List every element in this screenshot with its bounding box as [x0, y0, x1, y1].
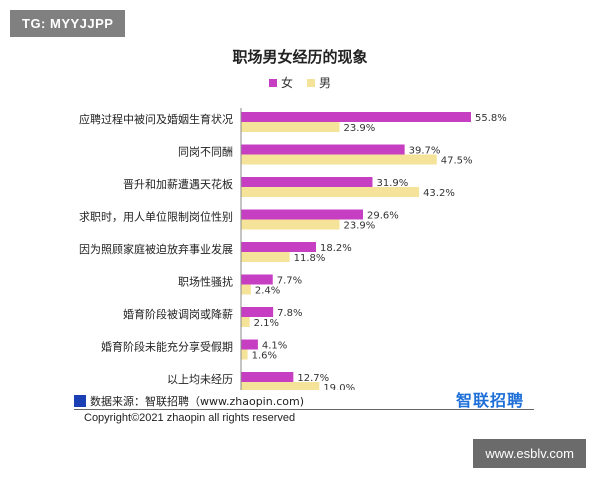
- bar-female: [241, 372, 294, 382]
- chart-title: 职场男女经历的现象: [232, 48, 368, 66]
- value-label-female: 12.7%: [297, 373, 329, 384]
- value-label-female: 29.6%: [367, 211, 399, 222]
- value-label-female: 18.2%: [320, 243, 352, 254]
- bar-male: [241, 187, 420, 197]
- category-label: 晋升和加薪遭遇天花板: [123, 177, 233, 191]
- legend-swatch-male: [307, 78, 315, 87]
- value-label-male: 23.9%: [344, 221, 376, 232]
- category-label: 求职时，用人单位限制岗位性别: [79, 210, 233, 224]
- data-source-text: 数据来源：智联招聘（www.zhaopin.com): [90, 395, 304, 408]
- value-label-female: 4.1%: [262, 341, 287, 352]
- chart-legend: 女 男: [0, 74, 600, 91]
- value-label-male: 23.9%: [344, 123, 376, 134]
- bar-female: [241, 274, 273, 285]
- watermark-tag: TG: MYYJJPP: [10, 10, 126, 37]
- bar-male: [241, 154, 437, 165]
- value-label-female: 7.7%: [277, 276, 302, 287]
- bar-male: [241, 284, 251, 295]
- value-label-female: 39.7%: [409, 146, 441, 157]
- watermark-site: www.esblv.com: [473, 439, 586, 468]
- legend-label-male: 男: [319, 76, 332, 90]
- bar-male: [241, 317, 250, 327]
- zhaopin-logo: 智联招聘: [456, 391, 525, 410]
- legend-item-female: 女: [268, 74, 293, 91]
- value-label-male: 11.8%: [294, 253, 326, 264]
- value-label-male: 47.5%: [441, 156, 473, 167]
- bar-male: [241, 122, 340, 132]
- footer-divider: [74, 409, 534, 410]
- category-label: 同岗不同酬: [178, 146, 233, 159]
- copyright-text: Copyright©2021 zhaopin all rights reserv…: [84, 412, 296, 424]
- value-label-female: 7.8%: [277, 308, 302, 319]
- value-label-female: 31.9%: [376, 178, 408, 189]
- legend-swatch-female: [268, 78, 277, 87]
- value-label-male: 2.4%: [255, 286, 280, 297]
- value-label-male: 2.1%: [254, 318, 279, 329]
- category-label: 以上均未经历: [167, 373, 233, 386]
- category-label: 婚育阶段未能充分享受假期: [101, 340, 233, 354]
- category-label: 应聘过程中被问及婚姻生育状况: [79, 112, 233, 126]
- data-source: 数据来源：智联招聘（www.zhaopin.com): [74, 393, 304, 409]
- bar-female: [241, 242, 317, 252]
- bar-male: [241, 252, 290, 262]
- source-square-icon: [74, 395, 86, 407]
- category-label: 因为照顾家庭被迫放弃事业发展: [79, 242, 233, 256]
- legend-label-female: 女: [280, 76, 293, 90]
- value-label-male: 43.2%: [423, 188, 455, 199]
- legend-item-male: 男: [307, 74, 331, 91]
- bar-male: [241, 382, 320, 390]
- value-label-male: 1.6%: [252, 351, 277, 362]
- bar-male: [241, 349, 248, 360]
- bar-female: [241, 339, 258, 350]
- value-label-female: 55.8%: [475, 113, 507, 124]
- value-label-male: 19.0%: [323, 383, 355, 390]
- bar-female: [241, 307, 274, 317]
- bar-male: [241, 219, 340, 230]
- category-label: 职场性骚扰: [178, 275, 233, 289]
- bar-chart: 应聘过程中被问及婚姻生育状况 55.8% 23.9% 同岗不同酬 39.7%47.5% 晋…: [79, 108, 507, 390]
- bar-female: [241, 209, 364, 220]
- bar-female: [241, 144, 405, 155]
- category-label: 婚育阶段被调岗或降薪: [123, 307, 233, 321]
- bar-female: [241, 112, 471, 122]
- bar-female: [241, 177, 373, 187]
